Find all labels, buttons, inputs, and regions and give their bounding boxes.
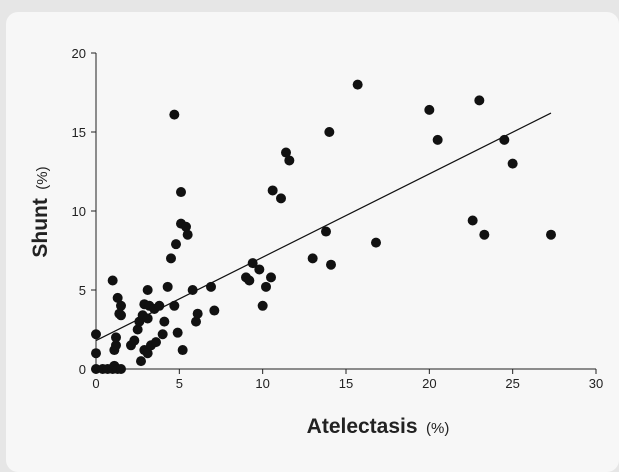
data-point: [257, 300, 268, 311]
data-points: [91, 79, 556, 374]
data-point: [177, 345, 188, 356]
x-tick-label: 10: [255, 376, 269, 391]
data-point: [321, 226, 331, 237]
data-point: [546, 229, 556, 240]
data-point: [192, 308, 203, 319]
data-point: [159, 316, 170, 327]
x-tick-label: 25: [505, 376, 519, 391]
data-point: [116, 310, 126, 321]
data-point: [172, 327, 183, 338]
data-point: [136, 356, 146, 367]
y-tick-label: 15: [72, 125, 86, 140]
data-point: [467, 215, 478, 226]
y-tick-label: 10: [72, 204, 86, 219]
data-point: [281, 147, 291, 158]
y-axis-unit: (%): [34, 166, 51, 189]
data-point: [142, 285, 153, 295]
data-point: [307, 253, 318, 264]
data-point: [371, 237, 381, 248]
data-point: [479, 229, 490, 240]
y-tick-label: 20: [72, 46, 86, 61]
data-point: [244, 275, 255, 286]
data-point: [142, 348, 153, 359]
data-point: [284, 155, 295, 166]
x-axis-label: Atelectasis: [307, 415, 418, 438]
data-point: [181, 221, 191, 232]
data-point: [166, 253, 176, 264]
data-point: [326, 259, 336, 270]
data-point: [116, 300, 126, 311]
data-point: [254, 264, 265, 275]
data-point: [111, 340, 121, 351]
data-point: [151, 337, 161, 348]
data-point: [157, 329, 168, 340]
data-point: [132, 324, 143, 335]
data-point: [187, 285, 198, 295]
data-point: [324, 127, 335, 137]
data-point: [499, 134, 510, 145]
data-point: [169, 300, 180, 311]
data-point: [171, 239, 181, 250]
x-tick-label: 15: [339, 376, 353, 391]
data-point: [111, 332, 121, 343]
x-ticks: 0 5 10 15 20 25 30: [92, 369, 603, 391]
x-axis-title: Atelectasis (%): [307, 415, 450, 438]
data-point: [266, 272, 276, 283]
data-point: [424, 104, 435, 115]
y-axis-title: Shunt (%): [29, 166, 52, 257]
data-point: [116, 364, 126, 374]
data-point: [162, 281, 173, 292]
data-point: [261, 281, 271, 292]
chart-panel: [6, 12, 619, 472]
data-point: [142, 313, 153, 324]
data-point: [191, 316, 201, 327]
data-point: [182, 229, 193, 240]
data-point: [352, 79, 363, 90]
y-tick-label: 0: [79, 362, 86, 377]
y-axis-label: Shunt: [29, 198, 52, 257]
data-point: [276, 193, 286, 204]
data-point: [91, 329, 101, 340]
data-point: [107, 275, 118, 286]
data-point: [206, 281, 216, 292]
data-point: [247, 258, 258, 269]
data-point: [112, 292, 123, 303]
y-ticks: 0 5 10 15 20: [72, 46, 96, 377]
data-point: [432, 134, 443, 145]
x-tick-label: 5: [176, 376, 183, 391]
x-tick-label: 0: [92, 376, 99, 391]
data-point: [267, 185, 278, 196]
data-point: [176, 187, 186, 198]
data-point: [91, 348, 101, 359]
x-tick-label: 20: [422, 376, 436, 391]
x-tick-label: 30: [589, 376, 603, 391]
data-point: [154, 300, 165, 311]
data-point: [129, 335, 140, 346]
data-point: [474, 95, 485, 106]
data-point: [169, 109, 180, 120]
y-tick-label: 5: [79, 283, 86, 298]
axes: [95, 53, 596, 370]
data-point: [507, 158, 518, 169]
x-axis-unit: (%): [426, 420, 449, 437]
data-point: [209, 305, 220, 316]
